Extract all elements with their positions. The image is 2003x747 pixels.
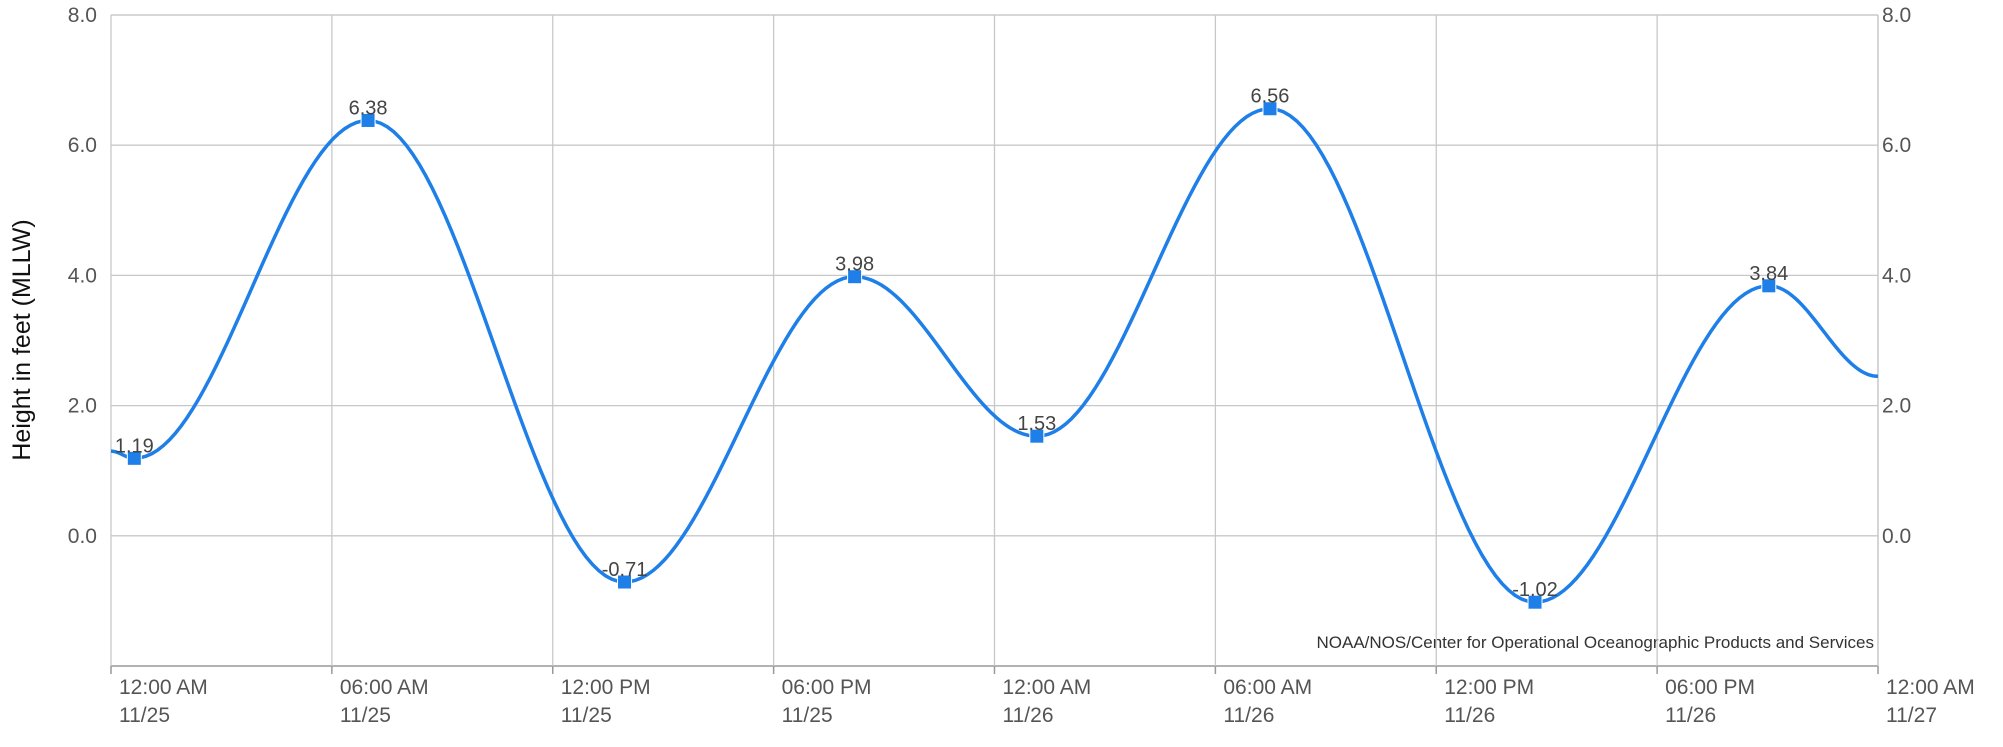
tide-curve <box>110 106 1879 604</box>
x-tick-date: 11/26 <box>1665 704 1716 727</box>
x-tick-label: 06:00 PM <box>782 676 872 699</box>
tide-marker <box>1761 278 1777 294</box>
y2-tick-label: 6.0 <box>1882 134 1911 157</box>
y-tick-label: 4.0 <box>68 264 97 287</box>
x-tick-date: 11/25 <box>561 704 612 727</box>
y-tick-label: 8.0 <box>68 4 97 27</box>
x-tick-label: 06:00 AM <box>1223 676 1312 699</box>
y-tick-label: 0.0 <box>68 525 97 548</box>
tide-marker <box>1262 101 1278 117</box>
tide-marker <box>126 450 142 466</box>
x-tick-label: 12:00 AM <box>1886 676 1975 699</box>
data-label: -1.02 <box>1512 579 1558 601</box>
data-label: 1.19 <box>115 435 154 457</box>
data-label: 6.38 <box>349 97 388 119</box>
x-tick-date: 11/25 <box>340 704 391 727</box>
x-tick-date: 11/25 <box>119 704 170 727</box>
data-label: 3.84 <box>1749 263 1788 285</box>
y2-tick-label: 0.0 <box>1882 525 1911 548</box>
data-label: 3.98 <box>835 254 874 276</box>
data-label: -0.71 <box>602 559 648 581</box>
data-label: 1.53 <box>1017 413 1056 435</box>
y2-tick-label: 4.0 <box>1882 264 1911 287</box>
x-tick-label: 12:00 PM <box>1444 676 1534 699</box>
tide-marker <box>847 269 863 285</box>
x-tick-label: 12:00 AM <box>119 676 208 699</box>
x-tick-label: 06:00 PM <box>1665 676 1755 699</box>
x-tick-label: 12:00 AM <box>1003 676 1092 699</box>
x-tick-label: 06:00 AM <box>340 676 429 699</box>
x-tick-date: 11/26 <box>1003 704 1054 727</box>
source-note: NOAA/NOS/Center for Operational Oceanogr… <box>1317 633 1875 652</box>
x-tick-label: 12:00 PM <box>561 676 651 699</box>
y2-tick-label: 2.0 <box>1882 395 1911 418</box>
data-label: 6.56 <box>1251 86 1290 108</box>
x-tick-date: 11/25 <box>782 704 833 727</box>
tide-marker <box>1029 428 1045 444</box>
x-tick-date: 11/26 <box>1223 704 1274 727</box>
tide-marker <box>617 574 633 590</box>
y-axis-title: Height in feet (MLLW) <box>8 219 36 460</box>
x-tick-date: 11/27 <box>1886 704 1937 727</box>
tide-marker <box>360 112 376 128</box>
y2-tick-label: 8.0 <box>1882 4 1911 27</box>
y-tick-label: 6.0 <box>68 134 97 157</box>
y-tick-label: 2.0 <box>68 395 97 418</box>
tide-marker <box>1527 594 1543 610</box>
x-tick-date: 11/26 <box>1444 704 1495 727</box>
